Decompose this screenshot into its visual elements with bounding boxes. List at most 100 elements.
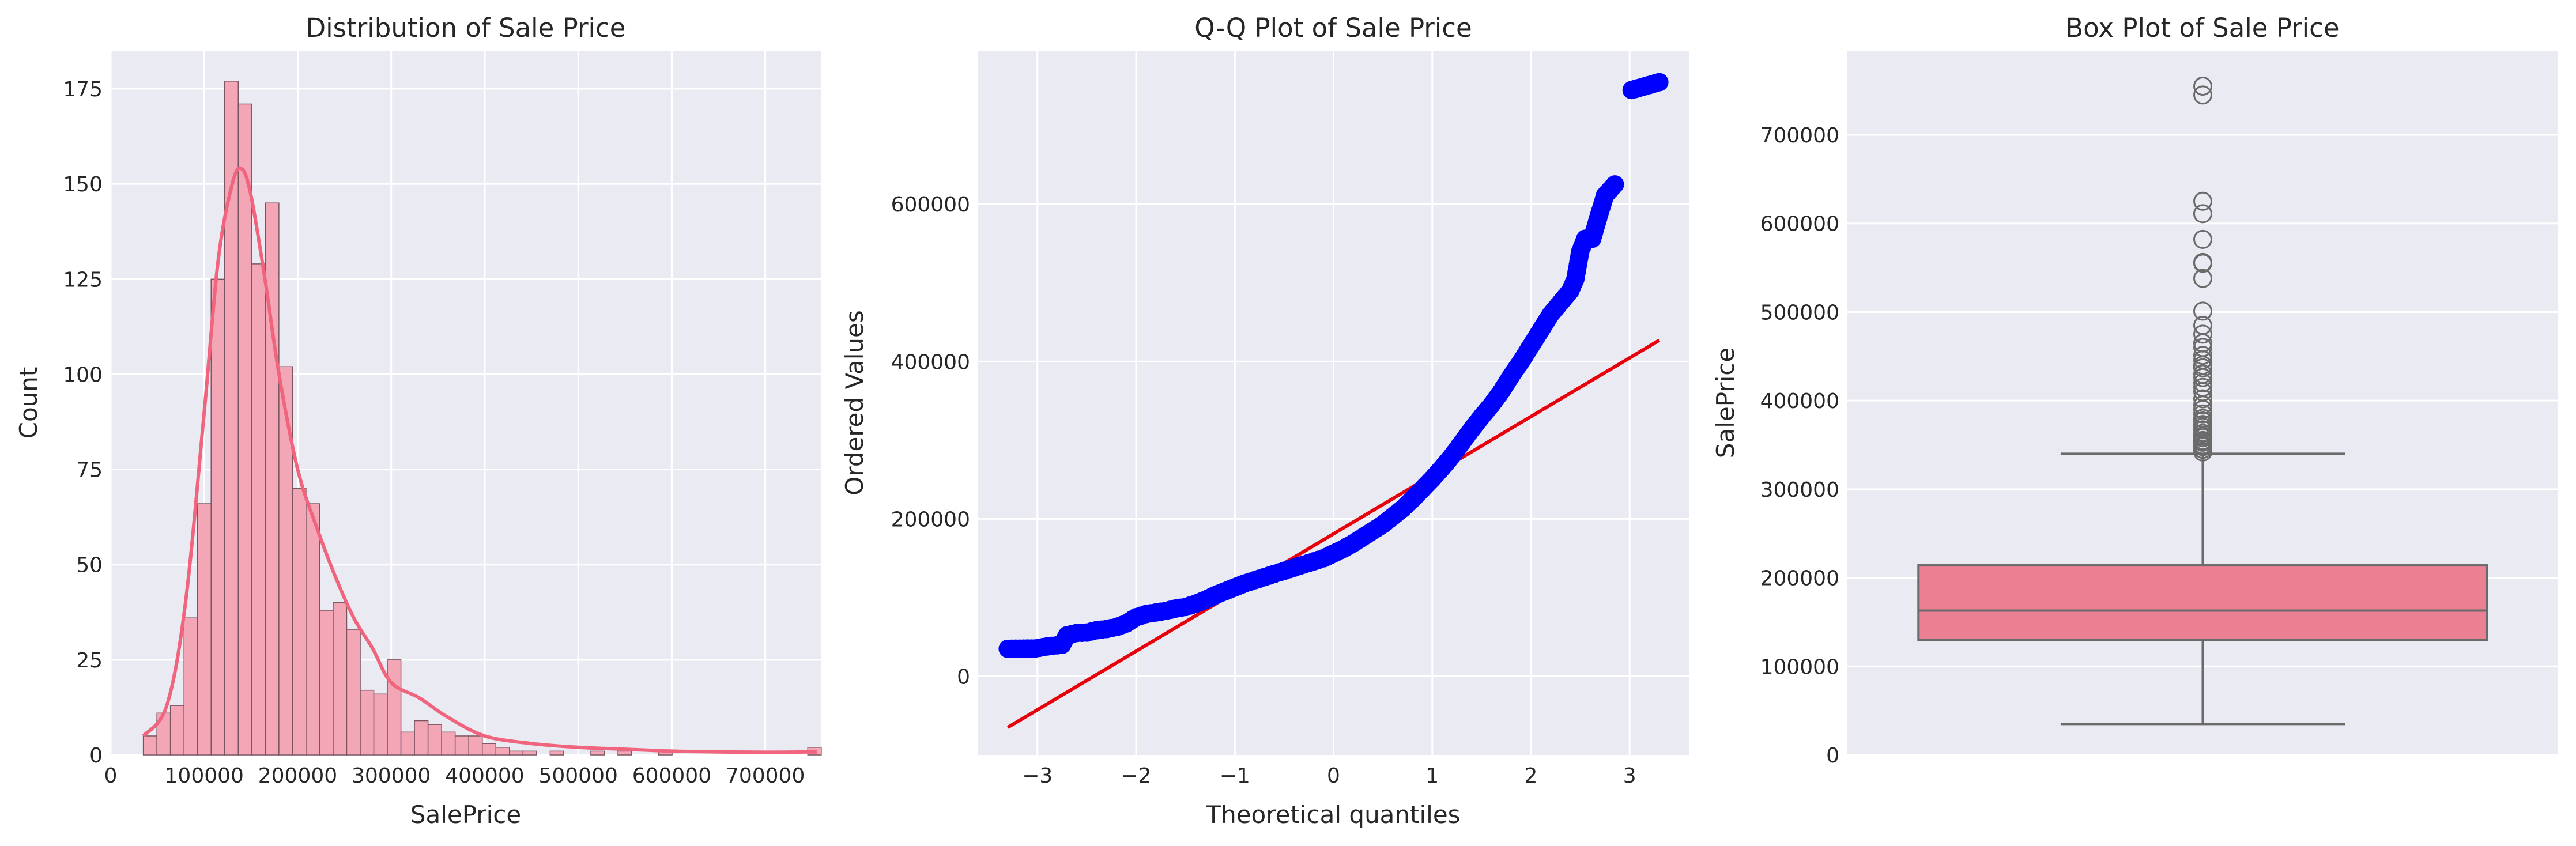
histogram-x-label: SalePrice	[410, 800, 521, 829]
histogram-panel: 0 100000 200000 300000 400000 500000 600000 700…	[14, 13, 822, 829]
histogram-bar	[278, 366, 293, 756]
histogram-bar	[360, 689, 375, 756]
y-tick-label: 600000	[1760, 213, 1839, 236]
box-outliers	[2193, 76, 2212, 462]
histogram-x-ticks: 0 100000 200000 300000 400000 500000 600000 700…	[104, 764, 805, 788]
y-tick-label: 25	[76, 649, 103, 673]
box-panel: 0 100000 200000 300000 400000 500000 600000 700…	[1711, 13, 2558, 768]
x-tick-label: 100000	[165, 764, 244, 788]
box-outlier	[2193, 409, 2212, 428]
histogram-bar	[400, 731, 415, 756]
y-tick-label: 0	[89, 744, 103, 768]
y-tick-label: 500000	[1760, 301, 1839, 324]
x-tick-label: 700000	[726, 764, 805, 788]
y-tick-label: 100000	[1760, 655, 1839, 679]
histogram-bar	[346, 629, 361, 756]
histogram-bar	[197, 503, 212, 756]
x-tick-label: 500000	[538, 764, 617, 788]
x-tick-label: 300000	[352, 764, 431, 788]
box-outlier	[2193, 346, 2212, 365]
histogram-y-label: Count	[14, 367, 43, 439]
histogram-bar	[237, 103, 252, 756]
box-outlier	[2193, 404, 2212, 424]
qq-x-ticks: −3 −2 −1 0 1 2 3	[1022, 764, 1636, 788]
y-tick-label: 400000	[1760, 390, 1839, 413]
histogram-bar	[617, 750, 632, 756]
histogram-y-ticks: 0 25 50 75 100 125 150 175	[63, 78, 103, 768]
y-tick-label: 150	[63, 173, 103, 197]
y-tick-label: 0	[957, 665, 970, 689]
x-tick-label: 0	[1327, 764, 1340, 788]
box-outlier	[2193, 389, 2212, 409]
y-tick-label: 300000	[1760, 478, 1839, 502]
histogram-bar	[509, 750, 524, 756]
histogram-bar	[306, 503, 320, 756]
box-plot	[1917, 452, 2488, 726]
y-tick-label: 125	[63, 268, 103, 292]
qq-title: Q-Q Plot of Sale Price	[1194, 13, 1472, 43]
qq-fit-line	[1006, 338, 1661, 729]
y-tick-label: 75	[76, 459, 103, 482]
qq-y-ticks: 0 200000 400000 600000	[891, 193, 970, 689]
x-tick-label: −3	[1022, 764, 1053, 788]
x-tick-label: 600000	[632, 764, 711, 788]
box-outlier	[2193, 269, 2212, 288]
histogram-bar	[414, 720, 429, 756]
y-tick-label: 400000	[891, 350, 970, 374]
histogram-bar	[169, 705, 184, 756]
qq-point	[1650, 73, 1669, 92]
histogram-bar	[319, 610, 334, 756]
histogram-bar	[183, 617, 198, 756]
box-outlier	[2193, 76, 2212, 96]
box-outlier	[2193, 338, 2212, 357]
y-tick-label: 200000	[891, 508, 970, 531]
histogram-bar	[427, 724, 442, 756]
x-tick-label: −2	[1121, 764, 1151, 788]
histogram-bar	[468, 735, 483, 756]
y-tick-label: 100	[63, 363, 103, 387]
x-tick-label: −1	[1220, 764, 1250, 788]
box-outlier	[2193, 252, 2212, 272]
y-tick-label: 175	[63, 78, 103, 101]
box-outlier	[2193, 191, 2212, 211]
box-outlier	[2193, 229, 2212, 249]
histogram-bar	[522, 750, 537, 756]
box-outlier	[2193, 85, 2212, 105]
box-y-label: SalePrice	[1711, 348, 1740, 458]
qq-point	[1605, 175, 1624, 194]
histogram-bar	[590, 750, 605, 756]
x-tick-label: 400000	[445, 764, 524, 788]
qq-y-label: Ordered Values	[840, 310, 869, 496]
histogram-bar	[481, 743, 497, 756]
x-tick-label: 200000	[258, 764, 337, 788]
box-outlier	[2193, 364, 2212, 384]
histogram-kde-curve	[142, 166, 817, 754]
box-outlier	[2193, 377, 2212, 397]
qq-panel: −3 −2 −1 0 1 2 3 0 200000 400000 600000 Q-Q Plot …	[840, 13, 1689, 829]
x-tick-label: 0	[104, 764, 118, 788]
histogram-bar	[210, 278, 225, 756]
y-tick-label: 600000	[891, 193, 970, 217]
box-outlier	[2193, 301, 2212, 321]
histogram-bar	[441, 731, 456, 756]
qq-points	[998, 73, 1669, 658]
x-tick-label: 3	[1623, 764, 1636, 788]
y-tick-label: 0	[1826, 744, 1839, 768]
x-tick-label: 2	[1525, 764, 1538, 788]
histogram-bar	[454, 735, 469, 756]
histogram-bar	[495, 747, 510, 756]
histogram-bar	[549, 750, 564, 756]
box-title: Box Plot of Sale Price	[2065, 13, 2339, 43]
histogram-bar	[142, 735, 157, 756]
histogram-bar	[251, 263, 266, 756]
box-y-ticks: 0 100000 200000 300000 400000 500000 600000 700…	[1760, 124, 1839, 768]
histogram-bar	[387, 659, 402, 756]
box-iqr	[1917, 564, 2488, 641]
histogram-bar	[333, 602, 348, 756]
y-tick-label: 50	[76, 554, 103, 577]
qq-x-label: Theoretical quantiles	[1205, 800, 1460, 829]
y-tick-label: 700000	[1760, 124, 1839, 148]
y-tick-label: 200000	[1760, 567, 1839, 591]
box-outlier	[2193, 204, 2212, 224]
